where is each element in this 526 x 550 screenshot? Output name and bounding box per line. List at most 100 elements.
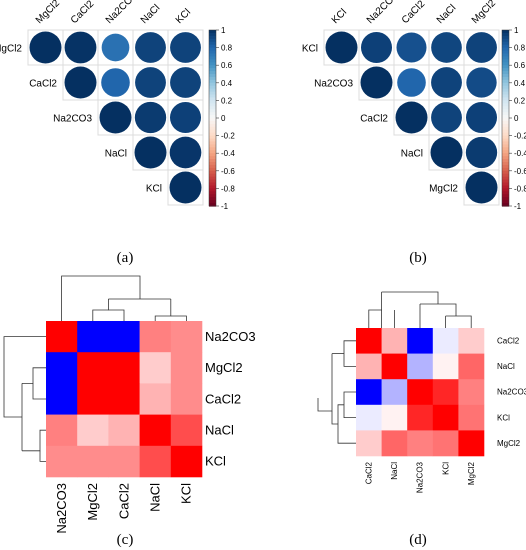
c-heat-cell <box>170 383 203 415</box>
a-colorbar-segment <box>209 179 216 184</box>
b-row-label: CaCl2 <box>360 114 388 125</box>
a-colorbar-tick-label: 0.6 <box>221 61 233 70</box>
b-colorbar-segment <box>502 123 509 128</box>
a-colorbar-segment <box>209 32 216 37</box>
b-corr-circle <box>466 67 497 98</box>
d-dendrogram-branch <box>381 291 439 304</box>
b-colorbar-segment <box>502 44 509 49</box>
a-colorbar-segment <box>209 135 216 140</box>
c-heat-cell <box>139 383 172 415</box>
d-dendrogram-branch <box>368 309 383 328</box>
b-colorbar-segment <box>502 135 509 140</box>
a-colorbar-segment <box>209 41 216 46</box>
b-colorbar-segment <box>502 164 509 169</box>
a-colorbar-segment <box>209 112 216 116</box>
a-colorbar-segment <box>209 164 216 169</box>
d-dendrogram-branch <box>343 391 356 419</box>
b-colorbar-segment <box>502 91 509 96</box>
a-colorbar-segment <box>209 91 216 96</box>
a-colorbar-tick-label: 0 <box>221 114 226 123</box>
a-colorbar-segment <box>209 141 216 145</box>
a-colorbar-segment <box>209 182 216 187</box>
b-row-label: NaCl <box>401 149 423 160</box>
b-colorbar-segment <box>502 76 509 81</box>
a-colorbar-segment <box>209 176 216 181</box>
a-colorbar-segment <box>209 38 216 43</box>
d-heat-cell <box>381 404 408 431</box>
b-corr-circle <box>396 32 427 63</box>
a-colorbar-segment <box>209 94 216 99</box>
b-corr-circle <box>431 67 462 98</box>
c-heat-cell <box>139 445 172 478</box>
c-dendrogram-branch <box>154 299 172 321</box>
a-corr-circle <box>169 136 202 169</box>
a-colorbar-segment <box>209 144 216 148</box>
a-corr-circle <box>169 171 202 204</box>
b-colorbar-tick-label: -1 <box>514 202 522 211</box>
panel-d-clustered-heatmap: CaCl2 NaCl Na2CO3 KCl MgCl2 CaCl2 NaCl Na2CO3 KC… <box>317 291 526 493</box>
b-colorbar-segment <box>502 50 509 55</box>
c-heat-cell <box>139 414 172 447</box>
b-colorbar-segment <box>502 47 509 52</box>
b-col-label: CaCl2 <box>400 0 428 26</box>
c-dendrogram-branch <box>92 299 109 321</box>
c-col-label: MgCl2 <box>85 483 100 521</box>
a-colorbar-tick-label: -0.2 <box>221 132 235 141</box>
a-colorbar-segment <box>209 30 216 34</box>
b-col-label: MgCl2 <box>470 0 499 26</box>
d-heat-cell <box>432 430 459 457</box>
a-colorbar-segment <box>209 56 216 60</box>
a-colorbar-segment <box>209 53 216 57</box>
a-colorbar-segment <box>209 194 216 198</box>
b-colorbar-segment <box>502 147 509 151</box>
b-colorbar-tick-label: -0.2 <box>514 132 526 141</box>
d-heat-cell <box>356 379 382 406</box>
a-corr-circle <box>135 67 166 98</box>
caption-b: (b) <box>409 250 427 266</box>
a-colorbar-tick-label: -0.4 <box>221 149 235 158</box>
a-colorbar-segment <box>209 109 216 113</box>
b-col-label: Na2CO3 <box>365 0 401 26</box>
b-colorbar-segment <box>502 115 509 119</box>
b-colorbar-tick-label: -0.6 <box>514 167 526 176</box>
b-colorbar-segment <box>502 176 509 181</box>
a-corr-circle <box>101 68 130 97</box>
b-colorbar-segment <box>502 56 509 60</box>
b-colorbar-segment <box>502 191 509 195</box>
b-colorbar-segment <box>502 30 509 34</box>
d-heat-cell <box>381 430 408 457</box>
a-colorbar-segment <box>209 82 216 87</box>
a-corr-circle <box>170 67 201 98</box>
c-heat-cell <box>77 321 109 353</box>
a-colorbar-segment <box>209 88 216 93</box>
b-colorbar-segment <box>502 88 509 93</box>
b-col-label: KCl <box>330 7 349 26</box>
a-colorbar-segment <box>209 150 216 154</box>
d-heat-cell <box>381 328 408 354</box>
b-colorbar-segment <box>502 167 509 172</box>
b-colorbar-segment <box>502 85 509 90</box>
a-col-label: MgCl2 <box>34 0 63 26</box>
a-colorbar-segment <box>209 203 216 207</box>
a-colorbar-segment <box>209 185 216 189</box>
b-colorbar-segment <box>502 170 509 175</box>
b-colorbar-segment <box>502 182 509 187</box>
c-heat-cell <box>77 383 109 415</box>
a-colorbar-segment <box>209 129 216 134</box>
b-corr-circle <box>431 102 462 133</box>
a-colorbar-segment <box>209 79 216 84</box>
d-heat-cell <box>407 379 434 406</box>
b-colorbar-tick-label: -0.8 <box>514 184 526 193</box>
a-colorbar-segment <box>209 170 216 175</box>
c-dendrogram-branch <box>108 309 125 321</box>
d-heat-cell <box>458 353 485 380</box>
c-dendrogram-branch <box>32 383 46 400</box>
b-colorbar-segment <box>502 203 509 207</box>
b-colorbar-segment <box>502 144 509 148</box>
c-dendrogram-branch <box>22 367 46 384</box>
b-corr-circle <box>465 136 498 169</box>
a-colorbar-segment <box>209 68 216 72</box>
a-col-label: Na2CO3 <box>104 0 140 26</box>
b-colorbar-segment <box>502 79 509 84</box>
a-colorbar-segment <box>209 100 216 104</box>
